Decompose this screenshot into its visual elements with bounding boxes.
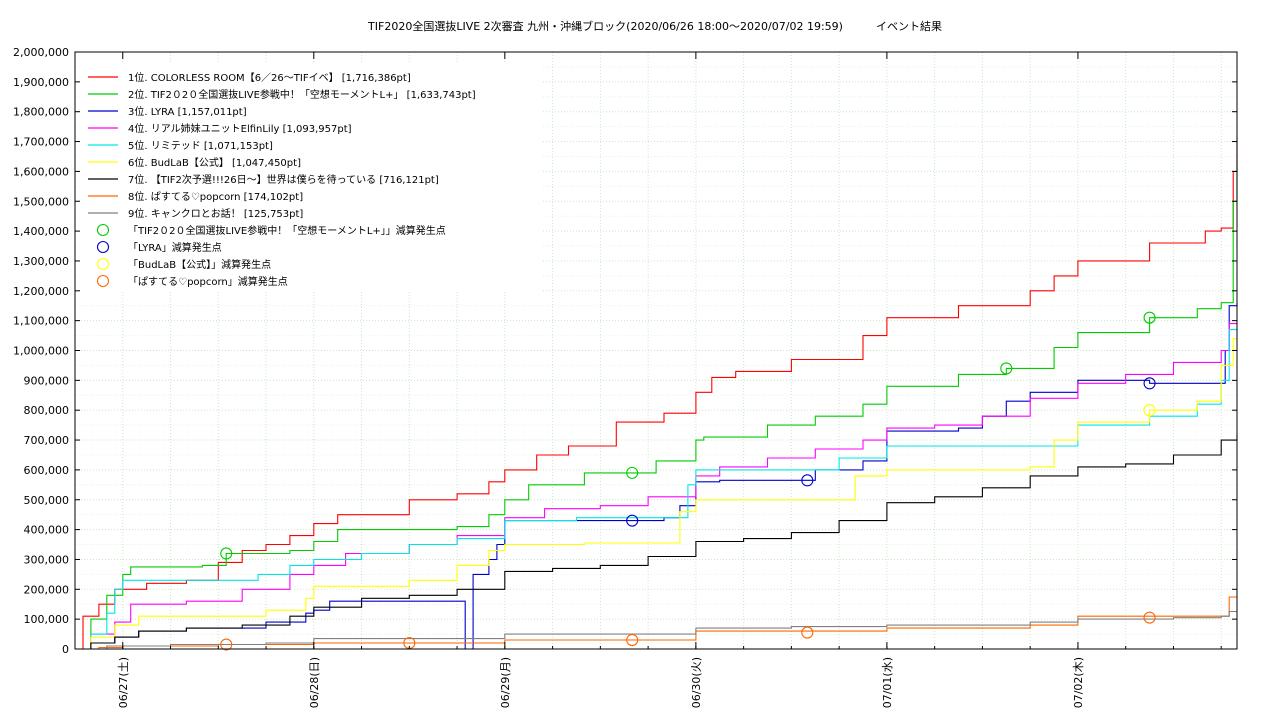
- marker-point-4: [220, 638, 233, 651]
- x-tick-label: 06/30(火): [690, 657, 703, 708]
- y-tick-label: 1,700,000: [13, 136, 69, 149]
- legend-label-marker: 「BudLaB【公式】」減算発生点: [128, 258, 271, 271]
- y-tick-label: 1,400,000: [13, 225, 69, 238]
- marker-point-2: [626, 514, 639, 527]
- x-tick-label: 06/27(土): [117, 657, 130, 708]
- series-line-5: [75, 329, 1238, 650]
- marker-point-1: [626, 466, 639, 479]
- legend-label-marker: 「TIF2０2０全国選抜LIVE参戦中！「空想モーメントL+」」減算発生点: [128, 224, 446, 237]
- x-tick-label: 07/02(木): [1072, 657, 1085, 708]
- marker-point-2: [801, 474, 814, 487]
- marker-point-1: [1000, 362, 1013, 375]
- legend-layer: 1位. COLORLESS ROOM【6／26〜TIFイベ】 [1,716,38…: [80, 64, 542, 292]
- legend-label-series: 5位. リミテッド [1,071,153pt]: [128, 139, 273, 152]
- legend-label-series: 2位. TIF2０2０全国選抜LIVE参戦中！「空想モーメントL+」 [1,63…: [128, 88, 476, 101]
- y-tick-label: 1,100,000: [13, 315, 69, 328]
- legend-label-series: 3位. LYRA [1,157,011pt]: [128, 105, 247, 118]
- y-tick-label: 400,000: [24, 524, 70, 537]
- y-tick-label: 2,000,000: [13, 46, 69, 59]
- legend-label-marker: 「LYRA」減算発生点: [128, 241, 222, 254]
- legend-swatch-marker: [96, 257, 110, 271]
- series-line-2: [75, 161, 1238, 650]
- y-tick-label: 1,900,000: [13, 76, 69, 89]
- legend-label-series: 6位. BudLaB【公式】 [1,047,450pt]: [128, 156, 301, 169]
- marker-point-4: [626, 633, 639, 647]
- legend-label-series: 1位. COLORLESS ROOM【6／26〜TIFイベ】 [1,716,38…: [128, 71, 411, 84]
- y-tick-label: 1,200,000: [13, 285, 69, 298]
- y-tick-label: 900,000: [24, 374, 70, 387]
- y-tick-label: 0: [62, 643, 69, 656]
- y-tick-label: 1,000,000: [13, 345, 69, 358]
- legend-label-marker: 「ぱすてる♡popcorn」減算発生点: [128, 275, 288, 288]
- x-tick-label: 07/01(水): [881, 657, 894, 708]
- y-tick-label: 700,000: [24, 434, 70, 447]
- marker-layer: [220, 311, 1156, 651]
- series-layer: [75, 136, 1238, 650]
- y-tick-label: 1,800,000: [13, 106, 69, 119]
- legend-swatch-marker: [96, 274, 110, 288]
- marker-point-4: [1143, 611, 1156, 624]
- marker-point-4: [801, 626, 814, 639]
- x-tick-label: 06/29(月): [499, 657, 512, 708]
- chart-title: TIF2020全国選抜LIVE 2次審査 九州・沖縄ブロック(2020/06/2…: [367, 19, 942, 33]
- y-tick-label: 800,000: [24, 404, 70, 417]
- legend-label-series: 9位. キャンクロとお話！ [125,753pt]: [128, 207, 303, 220]
- legend-label-series: 7位. 【TIF2次予選!!!26日〜】世界は僕らを待っている [716,121…: [128, 173, 439, 186]
- series-line-4: [75, 322, 1238, 650]
- y-tick-label: 200,000: [24, 583, 70, 596]
- series-line-9: [75, 610, 1237, 650]
- legend-swatch-marker: [96, 223, 110, 237]
- legend-label-series: 8位. ぱすてる♡popcorn [174,102pt]: [128, 190, 303, 203]
- legend-box: [80, 64, 542, 292]
- marker-point-1: [220, 547, 233, 560]
- axis-layer: 0 100,000 200,000 300,000 400,000 500,000 600,…: [13, 46, 1237, 708]
- marker-point-2: [1143, 377, 1156, 390]
- legend-swatch-marker: [96, 240, 110, 254]
- y-tick-label: 1,600,000: [13, 165, 69, 178]
- y-tick-label: 1,500,000: [13, 195, 69, 208]
- marker-point-1: [1143, 311, 1156, 324]
- y-tick-label: 300,000: [24, 553, 70, 566]
- series-line-8: [75, 596, 1237, 650]
- legend-label-series: 4位. リアル姉妹ユニットElfinLily [1,093,957pt]: [128, 122, 352, 135]
- series-line-6: [75, 336, 1238, 650]
- y-tick-label: 100,000: [24, 613, 70, 626]
- y-tick-label: 500,000: [24, 494, 70, 507]
- y-tick-label: 600,000: [24, 464, 70, 477]
- x-tick-label: 06/28(日): [308, 657, 321, 708]
- marker-point-3: [1143, 404, 1156, 417]
- series-line-7: [75, 435, 1238, 650]
- series-line-1: [75, 136, 1238, 650]
- y-tick-label: 1,300,000: [13, 255, 69, 268]
